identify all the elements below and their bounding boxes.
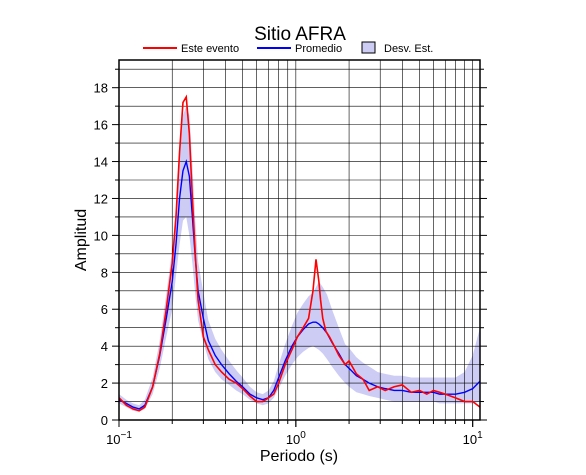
x-tick-label: 10−1 [106, 430, 132, 447]
y-tick-label: 8 [101, 265, 108, 280]
y-tick-labels: 0 2 4 6 8 10 12 14 16 18 [94, 81, 108, 428]
legend: Este evento Promedio Desv. Est. [143, 41, 433, 55]
legend-swatch-desv-est [361, 41, 376, 54]
std-dev-band [119, 106, 480, 412]
y-tick-label: 14 [94, 155, 108, 170]
x-axis-label: Periodo (s) [260, 448, 338, 465]
y-tick-label: 2 [101, 376, 108, 391]
y-tick-label: 6 [101, 302, 108, 317]
grid [119, 60, 480, 420]
chart-title: Sitio AFRA [254, 24, 346, 45]
y-axis-label: Amplitud [73, 209, 90, 271]
x-tick-label: 100 [286, 430, 306, 447]
plot-frame [118, 59, 481, 421]
axis-ticks [112, 68, 487, 427]
y-tick-label: 0 [101, 413, 108, 428]
legend-label-promedio: Promedio [295, 43, 342, 55]
y-tick-label: 4 [101, 339, 108, 354]
legend-label-este-evento: Este evento [181, 43, 239, 55]
y-tick-label: 10 [94, 228, 108, 243]
y-tick-label: 12 [94, 191, 108, 206]
series-line-promedio [118, 158, 481, 410]
legend-label-desv-est: Desv. Est. [384, 43, 433, 55]
y-tick-label: 16 [94, 118, 108, 133]
y-tick-label: 18 [94, 81, 108, 96]
x-tick-label: 101 [463, 430, 483, 447]
x-tick-labels: 10−1 100 101 [106, 430, 483, 447]
series-line-este-evento [118, 94, 481, 412]
